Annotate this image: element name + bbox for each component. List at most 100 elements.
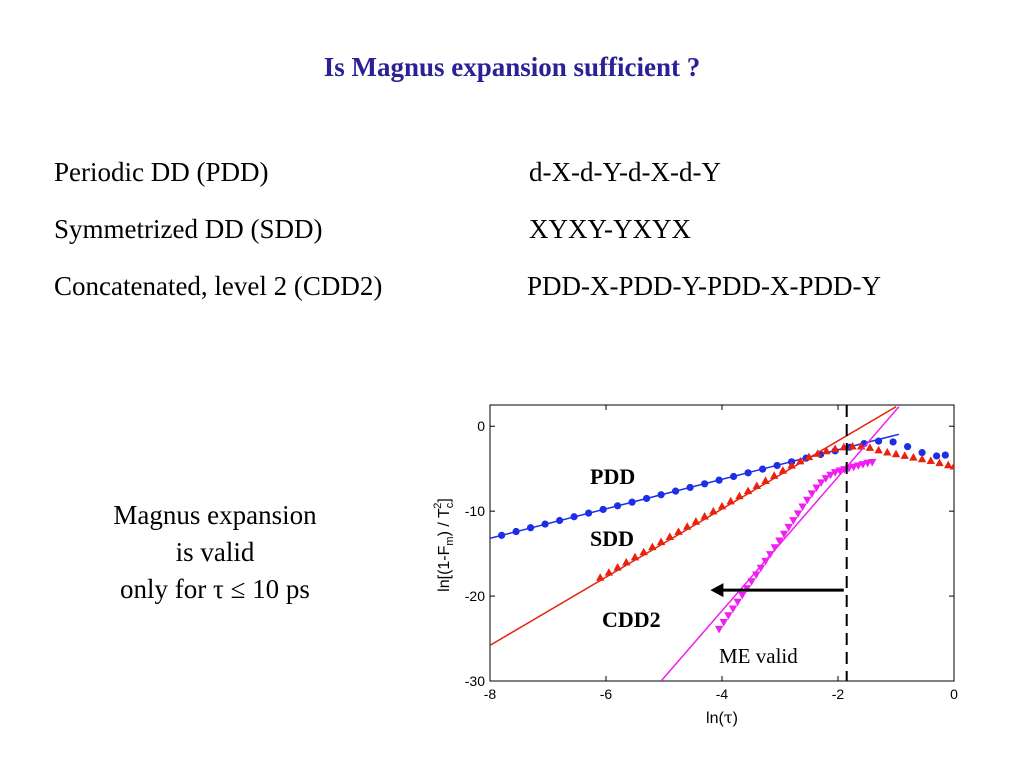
x-tick-label: -2 [832,686,845,702]
pdd-point [599,505,607,514]
scheme-name: Symmetrized DD (SDD) [54,214,323,244]
pdd-point [512,527,520,536]
x-axis-title: ln(τ) [706,708,738,727]
cdd2-point [719,619,728,627]
note-line: is valid [175,537,255,567]
me-valid-label: ME valid [719,644,798,668]
sdd-point [917,454,927,463]
scheme-name: Periodic DD (PDD) [54,157,269,187]
sdd-point [926,456,935,464]
plot-overlay [710,405,848,681]
sdd-point [735,491,744,500]
cdd2-point [821,475,831,483]
cdd2-point [728,605,738,614]
cdd2-point [812,484,821,492]
sdd-point [883,447,892,456]
cdd2-point [784,523,793,532]
scheme-sequence: d-X-d-Y-d-X-d-Y [529,157,721,187]
cdd2-point [747,578,756,586]
sdd-point [691,517,701,525]
sdd-point [848,441,857,450]
sdd-point [596,573,605,581]
axis-ticks: -8 -6 -4 -2 00-10-20-30 [465,405,958,702]
cdd2-point [724,612,733,620]
pdd-point [556,516,564,525]
pdd-point [614,502,622,510]
sdd-point [874,445,883,454]
sdd-point [865,443,875,451]
arrowhead-icon [710,583,724,598]
sdd-point [648,542,657,551]
sdd-point [639,547,648,556]
pdd-point [730,472,738,481]
sdd-point [717,501,727,510]
pdd-point [941,451,949,459]
cdd2-point [849,463,858,472]
series-label-pdd: PDD [590,464,635,489]
cdd2-point [756,564,766,573]
cdd2-point [752,571,761,580]
sdd-point [743,486,753,495]
sdd-point [796,456,805,465]
scheme-sequence: XYXY-YXYX [529,214,691,244]
cdd2-point [789,517,798,525]
cdd2-point [816,479,826,487]
sdd-point [949,461,954,470]
sdd-point [726,496,735,505]
sdd-point [665,532,674,540]
pdd-point [715,476,723,484]
slide-title: Is Magnus expansion sufficient ? [323,52,701,82]
pdd-point [875,437,883,445]
cdd2-point [803,496,812,505]
pdd-point [773,461,781,470]
pdd-point [628,498,636,506]
cdd2-point [775,537,784,546]
sdd-point [656,537,666,546]
sdd-point [822,446,831,455]
sdd-point [778,466,788,474]
sdd-fit-line [490,406,897,646]
cdd2-point [826,471,835,480]
cdd2-point [854,462,863,470]
scheme-name: Concatenated, level 2 (CDD2) [54,271,383,301]
pdd-point [918,448,926,457]
cdd2-point [779,530,789,539]
cdd2-point [793,510,803,518]
note-line: only for τ ≤ 10 ps [120,574,310,604]
sdd-point [909,453,918,461]
pdd-point [643,494,651,503]
cdd2-point [738,591,747,600]
sdd-point [813,449,822,457]
cdd2-point [835,467,844,476]
sdd-point [622,557,631,566]
sdd-point [709,506,718,515]
sdd-point [700,512,709,520]
x-tick-label: 0 [950,686,958,702]
pdd-point [585,509,593,517]
cdd2-point [733,598,742,607]
y-tick-label: 0 [477,418,485,434]
pdd-point [701,480,709,488]
y-tick-label: -20 [465,588,485,604]
pdd-point [541,520,549,528]
sdd-point [683,522,692,530]
sdd-point [770,471,779,479]
pdd-point [889,438,897,446]
pdd-point [498,531,506,539]
y-tick-label: -30 [465,673,485,689]
plot-frame [489,404,955,682]
pdd-point [527,524,535,532]
pdd-point [657,491,665,499]
cdd2-point [868,458,877,467]
plot-marks [490,406,954,681]
y-axis-title: ln[(1-Fm) / Tc2] [432,498,456,592]
sdd-point [674,527,683,535]
cdd2-point [761,557,770,566]
series-label-cdd2: CDD2 [602,607,661,632]
cdd2-point [798,503,807,512]
sdd-point [787,461,796,469]
sdd-point [900,451,909,459]
pdd-point [904,443,912,451]
pdd-point [686,483,694,492]
